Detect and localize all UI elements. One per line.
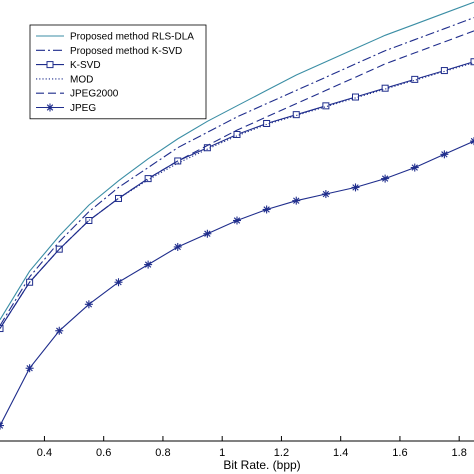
legend-box — [29, 24, 207, 120]
data-point-asterisk — [440, 150, 449, 159]
data-point-asterisk — [321, 190, 330, 199]
legend-item: K-SVD — [36, 60, 101, 71]
x-tick-label: 1.2 — [274, 447, 289, 459]
data-point-asterisk — [144, 260, 153, 269]
x-tick-label: 1.8 — [452, 447, 467, 459]
data-point-asterisk — [55, 326, 64, 335]
legend-item: MOD — [36, 74, 93, 85]
data-point-asterisk — [25, 364, 34, 373]
legend-label: JPEG — [70, 103, 96, 114]
data-point-asterisk — [84, 300, 93, 309]
series-3 — [0, 62, 474, 329]
legend-label: Proposed method RLS-DLA — [70, 32, 194, 43]
x-tick-label: 0.4 — [37, 447, 52, 459]
data-point-asterisk — [410, 163, 419, 172]
legend-item: Proposed method K-SVD — [36, 46, 182, 57]
data-point-square — [411, 75, 419, 83]
data-point-asterisk — [470, 137, 474, 146]
data-point-square — [85, 217, 93, 224]
data-point-square — [470, 58, 474, 66]
legend-label: Proposed method K-SVD — [70, 46, 182, 57]
data-point-square — [233, 131, 241, 139]
data-point-square — [292, 111, 300, 119]
x-tick-label: 1.6 — [392, 447, 407, 459]
data-point-asterisk — [173, 242, 182, 251]
legend-item: Proposed method RLS-DLA — [36, 32, 194, 43]
x-tick-label: 1.4 — [333, 447, 348, 459]
legend: Proposed method RLS-DLA Proposed method K… — [29, 24, 207, 120]
data-point-asterisk — [203, 229, 212, 238]
data-point-square — [381, 84, 389, 92]
series-line — [0, 17, 474, 326]
legend-label: JPEG2000 — [70, 89, 119, 100]
series-4 — [0, 30, 474, 329]
data-point-asterisk — [262, 205, 271, 214]
legend-label: MOD — [70, 74, 93, 85]
plot-area: 0.4 0.6 0.8 1 1.2 1.4 1.6 1.8 — [0, 1, 474, 459]
x-tick-label: 0.8 — [155, 447, 170, 459]
data-point-asterisk — [114, 278, 123, 287]
data-point-asterisk — [46, 103, 54, 112]
x-axis-label: Bit Rate. (bpp) — [223, 458, 300, 472]
series-1 — [0, 17, 474, 326]
data-point-asterisk — [292, 196, 301, 205]
data-point-asterisk — [351, 183, 360, 192]
series-line — [0, 1, 474, 320]
x-axis: 0.4 0.6 0.8 1 1.2 1.4 1.6 1.8 — [0, 436, 474, 459]
data-point-square — [46, 61, 54, 69]
legend-item: JPEG — [36, 103, 96, 114]
data-point-square — [144, 175, 152, 183]
series-5 — [0, 137, 474, 430]
x-tick-label: 0.6 — [96, 447, 111, 459]
series-line — [0, 62, 474, 329]
data-point-asterisk — [233, 216, 241, 225]
data-point-asterisk — [381, 174, 390, 183]
data-point-square — [115, 194, 122, 202]
series-layer — [0, 1, 474, 430]
series-line — [0, 30, 474, 329]
legend-item: JPEG2000 — [36, 89, 119, 100]
x-tick-label: 1 — [219, 447, 225, 459]
series-0 — [0, 1, 474, 320]
legend-label: K-SVD — [70, 60, 101, 71]
data-point-square — [0, 325, 4, 333]
data-point-asterisk — [0, 421, 4, 430]
data-point-square — [322, 102, 330, 110]
